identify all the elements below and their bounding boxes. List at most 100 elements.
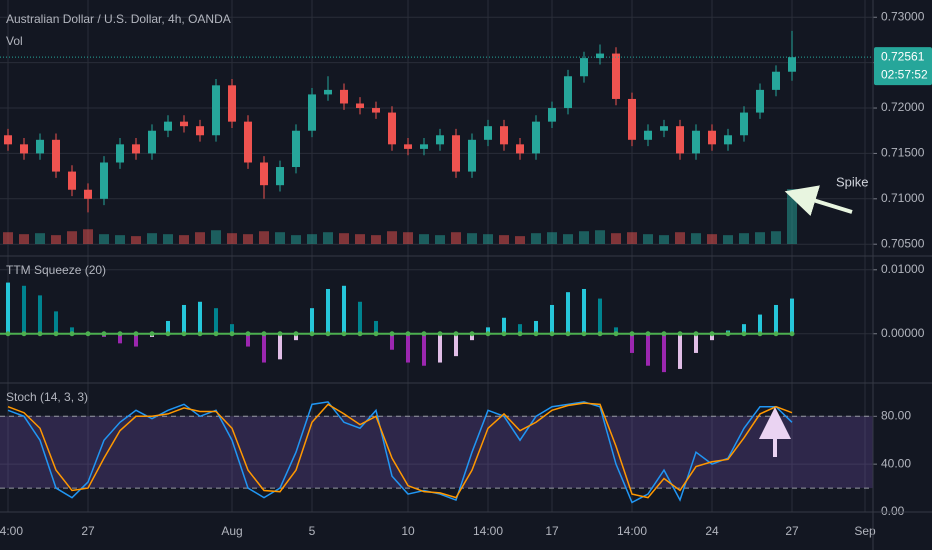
volume-bar [83, 229, 93, 244]
candle-body [260, 162, 268, 186]
candle-body [484, 126, 492, 140]
candle-body [52, 139, 60, 172]
squeeze-bar [326, 288, 330, 334]
volume-bar [531, 233, 541, 244]
candle-body [148, 130, 156, 154]
y-tick-label: 0.70500 [881, 236, 925, 250]
squeeze-bar [6, 282, 10, 334]
candle-body [164, 121, 172, 131]
volume-bar [499, 235, 509, 244]
volume-bar [179, 235, 189, 244]
squeeze-bar [534, 320, 538, 334]
volume-bar [483, 234, 493, 244]
candle-body [468, 139, 476, 172]
squeeze-bar [694, 333, 698, 353]
volume-bar [707, 234, 717, 244]
volume-bar [643, 234, 653, 244]
squeeze-bar [550, 304, 554, 334]
stoch-line [7, 402, 793, 499]
volume-bar [195, 232, 205, 244]
squeeze-bar [710, 333, 714, 341]
candle-body [580, 58, 588, 77]
candle-body [4, 135, 12, 145]
candle-body [548, 108, 556, 122]
x-tick-label: 27 [81, 524, 95, 538]
squeeze-bar [422, 333, 426, 366]
volume-bar [515, 236, 525, 244]
volume-bar [211, 230, 221, 244]
volume-bar [595, 230, 605, 244]
squeeze-bar [646, 333, 650, 366]
squeeze-bar [662, 333, 666, 373]
volume-bar [579, 231, 589, 244]
last-price-box [874, 47, 932, 86]
squeeze-bar [310, 308, 314, 334]
pane-title: Stoch (14, 3, 3) [6, 390, 88, 404]
volume-bar [355, 234, 365, 244]
squeeze-bar [502, 317, 506, 334]
squeeze-bar [198, 301, 202, 334]
candle-body [500, 126, 508, 145]
x-tick-label: 17 [545, 524, 559, 538]
volume-bar [771, 231, 781, 244]
candle-body [532, 121, 540, 154]
y-tick-label: 0.01000 [881, 262, 925, 276]
y-tick-label: 0.00 [881, 504, 905, 518]
volume-bar [259, 231, 269, 244]
volume-bar [35, 233, 45, 244]
volume-bar [339, 233, 349, 244]
volume-bar [691, 233, 701, 244]
squeeze-bar [182, 304, 186, 334]
y-tick-label: 0.73000 [881, 9, 925, 23]
candle-body [84, 189, 92, 199]
candle-body [644, 130, 652, 140]
volume-bar [755, 232, 765, 244]
volume-bar [147, 233, 157, 244]
candle-body [132, 144, 140, 154]
volume-bar [3, 232, 13, 244]
volume-bar [675, 232, 685, 244]
volume-bar [435, 235, 445, 244]
squeeze-bar [70, 327, 74, 334]
squeeze-bar [54, 311, 58, 334]
volume-bar [403, 232, 413, 244]
squeeze-bar [438, 333, 442, 363]
annotation: Spike in [836, 174, 882, 189]
volume-bar [451, 232, 461, 244]
candle-body [692, 130, 700, 154]
candle-body [276, 167, 284, 186]
stoch-band [0, 416, 873, 489]
candle-body [612, 53, 620, 99]
volume-bar [99, 234, 109, 244]
candle-body [356, 103, 364, 109]
candle-body [436, 135, 444, 145]
volume-label: Vol [6, 34, 23, 48]
x-tick-label: Aug [221, 524, 242, 538]
candle-body [388, 112, 396, 145]
candle-body [340, 89, 348, 104]
squeeze-bar [118, 333, 122, 344]
candle-body [20, 144, 28, 154]
y-tick-label: 0.72000 [881, 100, 925, 114]
y-tick-label: 40.00 [881, 456, 911, 470]
squeeze-bar [230, 324, 234, 334]
squeeze-bar [678, 333, 682, 369]
squeeze-bar [742, 324, 746, 334]
x-tick-label: 14:00 [617, 524, 647, 538]
squeeze-bar [214, 308, 218, 334]
x-tick-label: Sep [854, 524, 876, 538]
squeeze-bar [774, 304, 778, 334]
plot-area: Australian Dollar / U.S. Dollar, 4h, OAN… [0, 12, 882, 504]
candle-body [564, 76, 572, 109]
candle-body [708, 130, 716, 145]
squeeze-bar [166, 320, 170, 334]
squeeze-bar [614, 327, 618, 334]
candle-body [244, 121, 252, 163]
volume-bar [563, 234, 573, 244]
squeeze-bar [470, 333, 474, 341]
y-tick-label: 80.00 [881, 408, 911, 422]
squeeze-bar [630, 333, 634, 353]
volume-bar [659, 235, 669, 244]
candle-body [292, 130, 300, 168]
candle-body [724, 135, 732, 145]
